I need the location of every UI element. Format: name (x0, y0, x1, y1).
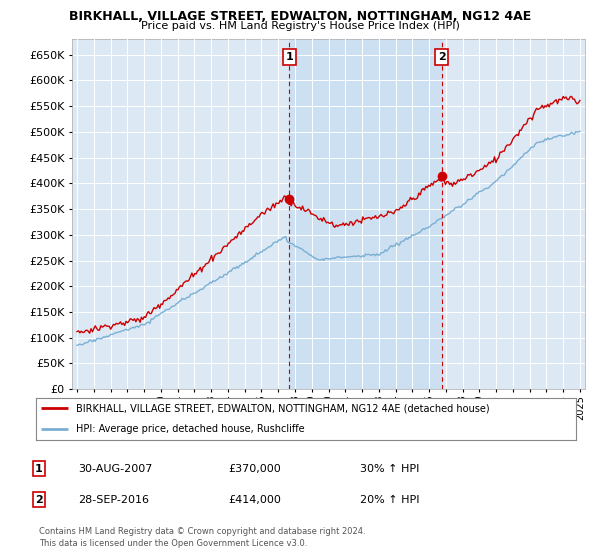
Text: Price paid vs. HM Land Registry's House Price Index (HPI): Price paid vs. HM Land Registry's House … (140, 21, 460, 31)
Text: HPI: Average price, detached house, Rushcliffe: HPI: Average price, detached house, Rush… (77, 424, 305, 434)
Text: 2: 2 (438, 52, 446, 62)
Text: 2: 2 (35, 494, 43, 505)
Text: Contains HM Land Registry data © Crown copyright and database right 2024.
This d: Contains HM Land Registry data © Crown c… (39, 527, 365, 548)
Text: BIRKHALL, VILLAGE STREET, EDWALTON, NOTTINGHAM, NG12 4AE (detached house): BIRKHALL, VILLAGE STREET, EDWALTON, NOTT… (77, 403, 490, 413)
Text: 1: 1 (286, 52, 293, 62)
Text: 1: 1 (35, 464, 43, 474)
Text: 28-SEP-2016: 28-SEP-2016 (78, 494, 149, 505)
Bar (289, 39, 442, 389)
Text: BIRKHALL, VILLAGE STREET, EDWALTON, NOTTINGHAM, NG12 4AE: BIRKHALL, VILLAGE STREET, EDWALTON, NOTT… (69, 10, 531, 23)
Text: 20% ↑ HPI: 20% ↑ HPI (360, 494, 419, 505)
Text: 30% ↑ HPI: 30% ↑ HPI (360, 464, 419, 474)
Text: 30-AUG-2007: 30-AUG-2007 (78, 464, 152, 474)
Text: £370,000: £370,000 (228, 464, 281, 474)
Text: £414,000: £414,000 (228, 494, 281, 505)
